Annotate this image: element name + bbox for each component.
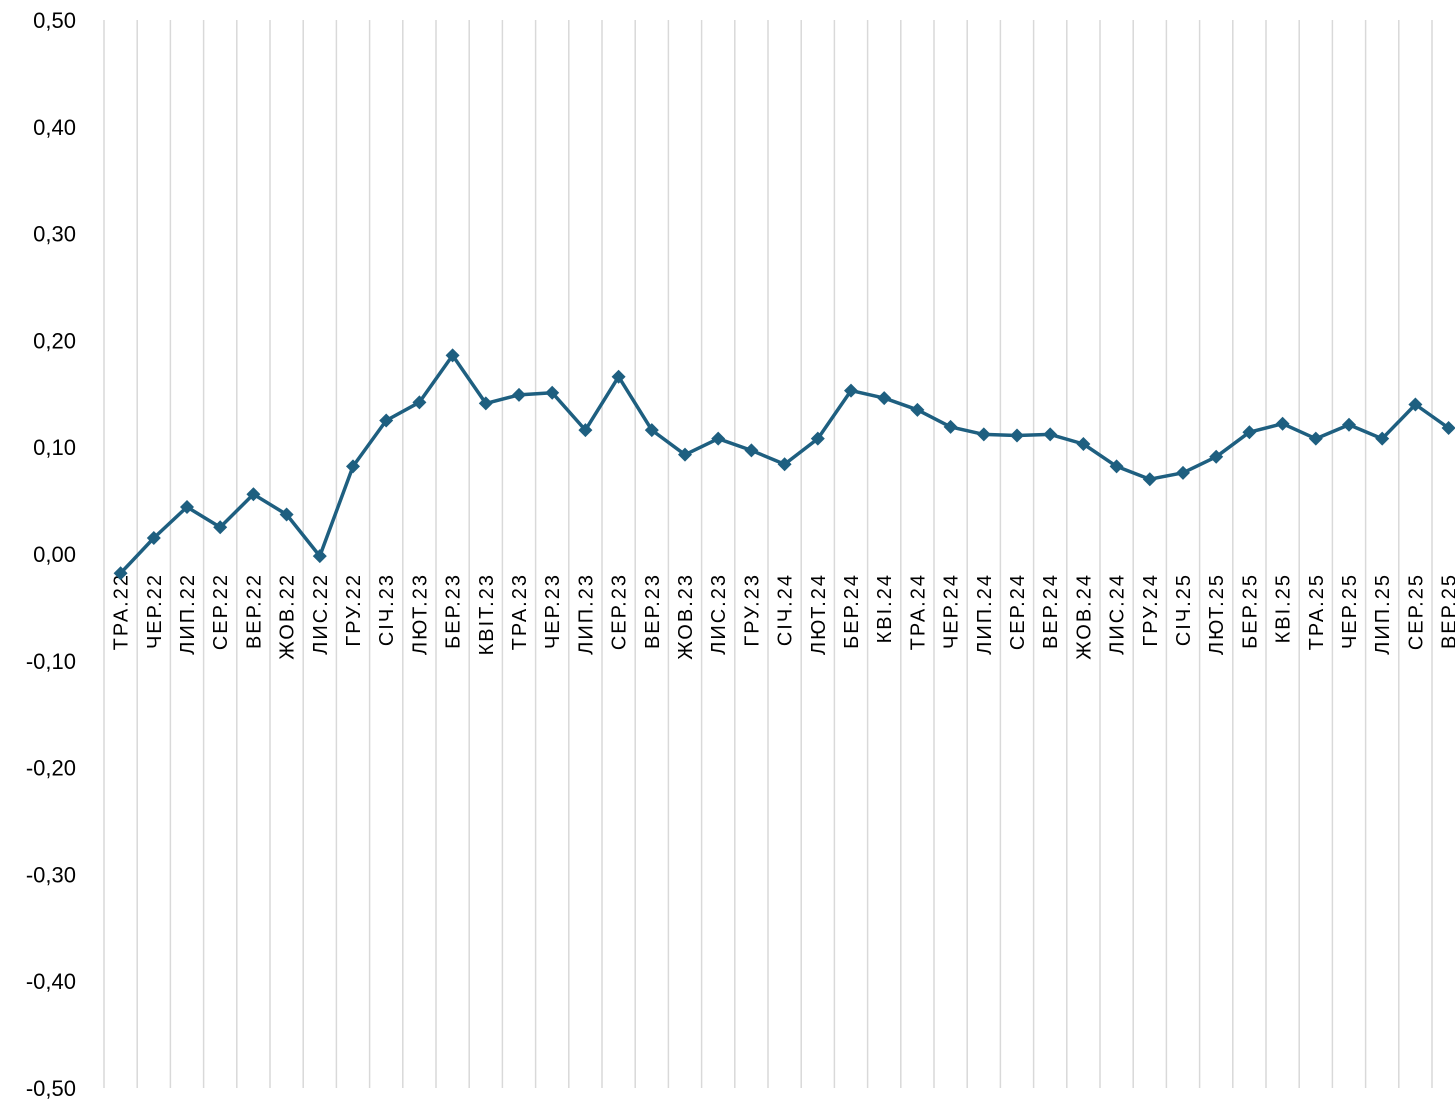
data-point-marker	[744, 443, 759, 458]
x-tick-label: СІЧ.23	[376, 573, 398, 646]
data-point-marker	[1010, 428, 1024, 443]
x-tick-label: КВІТ.23	[476, 573, 498, 655]
x-tick-label: ЛЮТ.24	[808, 573, 830, 655]
data-point-marker	[478, 396, 493, 411]
data-point-marker	[877, 391, 892, 406]
data-point-marker	[445, 348, 460, 363]
data-point-marker	[180, 500, 194, 515]
data-point-marker	[1375, 431, 1390, 446]
data-point-marker	[1043, 427, 1058, 442]
data-point-marker	[213, 520, 228, 535]
data-point-marker	[711, 431, 726, 446]
x-tick-label: БЕР.25	[1239, 573, 1261, 649]
x-tick-label: КВІ.25	[1273, 573, 1295, 643]
data-point-marker	[976, 427, 991, 442]
y-tick-label: -0,20	[26, 756, 76, 781]
x-tick-label: СІЧ.25	[1173, 573, 1195, 646]
y-tick-label: -0,50	[26, 1076, 76, 1100]
y-tick-label: -0,10	[26, 649, 76, 674]
data-point-marker	[246, 487, 261, 502]
x-axis-ticks: ТРА.22 ЧЕР.22 ЛИП.22 СЕР.22 ВЕР.22 ЖОВ.22 ЛИС.…	[111, 573, 1455, 660]
x-tick-label: СІЧ.24	[775, 573, 797, 646]
y-tick-label: 0,40	[33, 115, 76, 140]
x-tick-label: ВЕР.22	[243, 573, 265, 649]
data-point-marker	[312, 549, 327, 564]
x-tick-label: ГРУ.22	[343, 573, 365, 647]
x-tick-label: ЛЮТ.23	[409, 573, 431, 655]
data-point-marker	[1209, 449, 1224, 464]
data-point-marker	[346, 459, 360, 474]
data-point-marker	[512, 387, 526, 402]
x-tick-label: ВЕР.25	[1439, 573, 1455, 649]
x-tick-label: БЕР.24	[841, 573, 863, 649]
x-tick-label: ТРА.22	[111, 573, 133, 650]
data-point-marker	[777, 457, 792, 472]
y-axis-ticks: 0,50 0,40 0,30 0,20 0,10 0,00 -0,10 -0,20 -0,30 -…	[26, 8, 76, 1100]
data-point-marker	[1441, 420, 1455, 435]
x-tick-label: ЧЕР.24	[941, 573, 963, 649]
x-tick-label: СЕР.23	[609, 573, 631, 650]
data-point-marker	[844, 383, 858, 398]
x-tick-label: ЛИС.24	[1107, 573, 1129, 655]
data-point-marker	[379, 413, 394, 428]
series-markers	[113, 348, 1455, 581]
data-point-marker	[678, 447, 692, 462]
data-point-marker	[810, 431, 825, 446]
x-tick-label: ЧЕР.23	[542, 573, 564, 649]
data-point-marker	[1408, 397, 1423, 412]
y-tick-label: 0,50	[33, 8, 76, 33]
data-point-marker	[644, 423, 659, 438]
x-tick-label: ГРУ.24	[1140, 573, 1162, 647]
data-point-marker	[910, 402, 925, 417]
data-point-marker	[578, 423, 593, 438]
x-tick-label: ЧЕР.22	[144, 573, 166, 649]
data-point-marker	[545, 385, 560, 400]
data-point-marker	[1308, 431, 1323, 446]
data-point-marker	[1142, 472, 1157, 487]
x-tick-label: ЛИП.22	[177, 573, 199, 655]
x-tick-label: ЧЕР.25	[1339, 573, 1361, 649]
x-tick-label: СЕР.24	[1007, 573, 1029, 650]
x-tick-label: СЕР.22	[210, 573, 232, 650]
x-tick-label: КВІ.24	[874, 573, 896, 643]
x-tick-label: ЛИС.22	[310, 573, 332, 655]
data-point-marker	[113, 566, 128, 581]
x-tick-label: ЖОВ.22	[277, 573, 299, 660]
y-tick-label: -0,30	[26, 862, 76, 887]
x-tick-label: ГРУ.23	[741, 573, 763, 647]
x-tick-label: ЛЮТ.25	[1206, 573, 1228, 655]
data-point-marker	[1275, 416, 1290, 431]
x-tick-label: ТРА.25	[1306, 573, 1328, 650]
x-tick-label: ЛИС.23	[708, 573, 730, 655]
data-point-marker	[611, 369, 626, 384]
data-point-marker	[412, 395, 427, 410]
y-tick-label: 0,10	[33, 435, 76, 460]
x-tick-label: СЕР.25	[1405, 573, 1427, 650]
data-point-marker	[146, 530, 161, 545]
gridlines	[103, 20, 1433, 1088]
y-tick-label: 0,30	[33, 222, 76, 247]
x-tick-label: ВЕР.24	[1040, 573, 1062, 649]
x-tick-label: ЛИП.23	[575, 573, 597, 655]
data-point-marker	[943, 419, 958, 434]
x-tick-label: БЕР.23	[443, 573, 465, 649]
x-tick-label: ЛИП.25	[1372, 573, 1394, 655]
data-point-marker	[1242, 425, 1257, 440]
x-tick-label: ВЕР.23	[642, 573, 664, 649]
x-tick-label: ЛИП.24	[974, 573, 996, 655]
y-tick-label: 0,20	[33, 328, 76, 353]
y-tick-label: -0,40	[26, 969, 76, 994]
data-point-marker	[1109, 459, 1124, 474]
data-point-marker	[279, 507, 294, 522]
x-tick-label: ТРА.23	[509, 573, 531, 650]
x-tick-label: ЖОВ.24	[1073, 573, 1095, 660]
data-point-marker	[1342, 417, 1356, 432]
y-tick-label: 0,00	[33, 542, 76, 567]
x-tick-label: ЖОВ.23	[675, 573, 697, 660]
x-tick-label: ТРА.24	[907, 573, 929, 650]
data-point-marker	[1176, 465, 1190, 480]
data-point-marker	[1076, 436, 1091, 451]
